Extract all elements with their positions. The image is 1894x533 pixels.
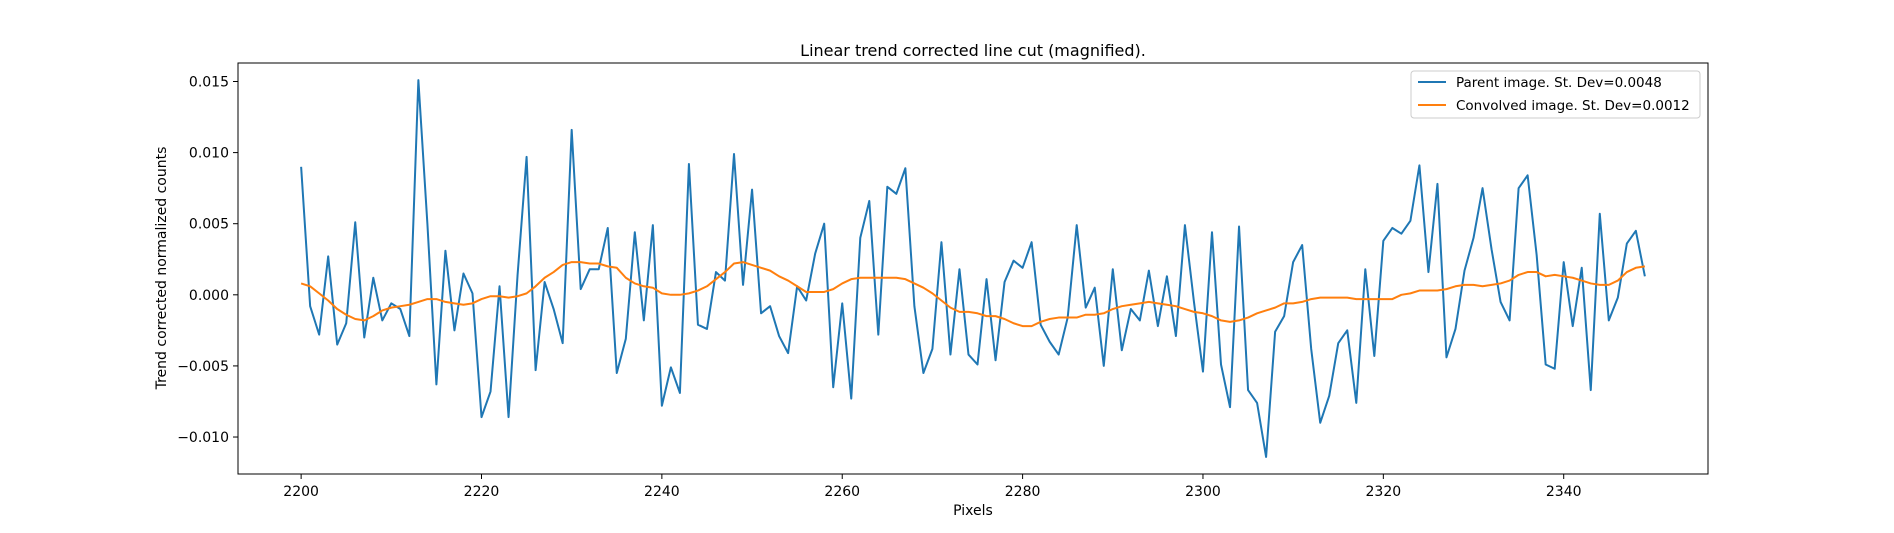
series-line-parent-image — [300, 79, 1646, 458]
legend-label-convolved-image: Convolved image. St. Dev=0.0012 — [1456, 98, 1690, 114]
y-tick-label: 0.015 — [189, 74, 229, 90]
y-axis: 0.015 0.010 0.005 0.000 −0.005 −0.010 — [177, 74, 238, 446]
plot-frame — [237, 62, 1709, 475]
legend: Parent image. St. Dev=0.0048 Convolved i… — [1410, 70, 1701, 119]
x-axis-label: Pixels — [953, 503, 993, 519]
x-tick-label: 2260 — [824, 484, 860, 500]
y-tick-label: 0.010 — [189, 146, 229, 162]
y-axis-label: Trend corrected normalized counts — [154, 147, 170, 391]
series-layer — [300, 79, 1646, 458]
legend-box — [1410, 70, 1701, 119]
x-tick-label: 2300 — [1185, 484, 1221, 500]
x-tick-label: 2220 — [464, 484, 500, 500]
chart-title: Linear trend corrected line cut (magnifi… — [800, 41, 1146, 60]
x-tick-label: 2340 — [1546, 484, 1582, 500]
x-tick-label: 2200 — [283, 484, 319, 500]
x-tick-label: 2280 — [1005, 484, 1041, 500]
y-tick-label: −0.005 — [177, 359, 229, 375]
x-tick-label: 2240 — [644, 484, 680, 500]
x-tick-label: 2320 — [1366, 484, 1402, 500]
x-axis: 2200 2220 2240 2260 2280 2300 2320 2340 — [283, 474, 1582, 500]
series-line-convolved-image — [300, 261, 1646, 328]
y-tick-label: −0.010 — [177, 430, 229, 446]
legend-label-parent-image: Parent image. St. Dev=0.0048 — [1456, 75, 1662, 91]
y-tick-label: 0.005 — [189, 217, 229, 233]
y-tick-label: 0.000 — [189, 288, 229, 304]
